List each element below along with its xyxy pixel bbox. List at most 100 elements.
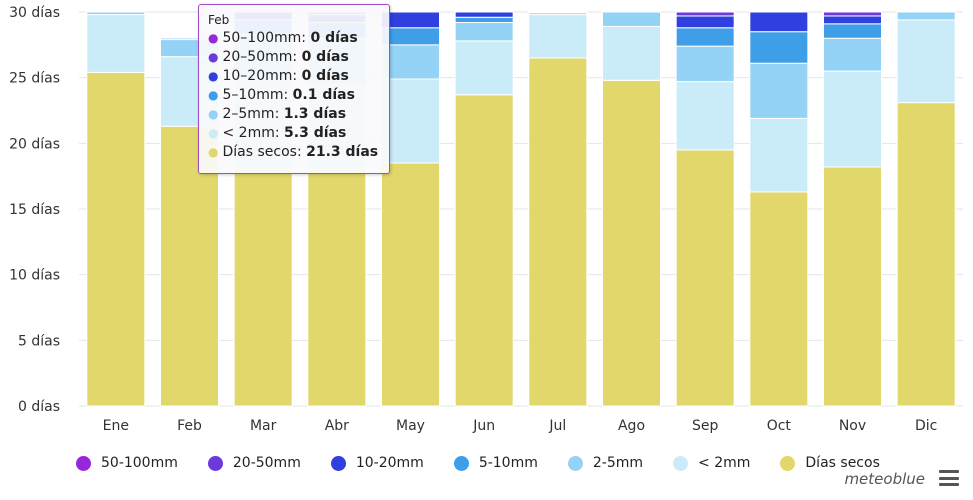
bar-segment[interactable] xyxy=(823,166,882,407)
tooltip-row-label: 20–50mm: xyxy=(222,49,302,65)
legend: 50-100mm 20-50mm 10-20mm 5-10mm 2-5mm < 2mm Dí… xyxy=(76,455,910,471)
x-tick-label: Nov xyxy=(839,418,866,434)
bar-segment[interactable] xyxy=(675,27,735,47)
bar-segment[interactable] xyxy=(86,14,146,73)
tooltip-row: ● 20–50mm: 0 días xyxy=(208,48,389,67)
tooltip-row-value: 1.3 días xyxy=(283,106,347,122)
bar-stack-jun[interactable] xyxy=(454,11,514,407)
x-tick-label: Abr xyxy=(325,418,349,434)
x-tick-label: Dic xyxy=(915,418,937,434)
bar-segment[interactable] xyxy=(896,19,956,104)
legend-item[interactable]: 10-20mm xyxy=(330,455,424,471)
tooltip-row-value: 5.3 días xyxy=(284,125,347,141)
tooltip-row-label: 5–10mm: xyxy=(222,87,293,103)
tooltip-row-value: 0 días xyxy=(301,49,349,65)
bar-segment[interactable] xyxy=(749,11,809,33)
bar-segment[interactable] xyxy=(528,57,588,407)
bar-segment[interactable] xyxy=(823,11,882,17)
tooltip-row: ● 5–10mm: 0.1 días xyxy=(208,86,389,105)
bar-segment[interactable] xyxy=(381,27,440,46)
bar-segment[interactable] xyxy=(675,45,735,83)
legend-dot-icon xyxy=(567,455,583,471)
legend-item[interactable]: < 2mm xyxy=(673,455,750,471)
tooltip-title: Feb xyxy=(208,13,230,27)
bar-segment[interactable] xyxy=(528,14,588,59)
bar-segment[interactable] xyxy=(749,62,809,119)
bar-segment[interactable] xyxy=(381,162,440,407)
bar-stack-ene[interactable] xyxy=(86,11,146,407)
tooltip-rows: ● 50–100mm: 0 días ● 20–50mm: 0 días ● 10–20m… xyxy=(199,29,389,162)
y-tick-label: 0 días xyxy=(18,399,60,415)
y-axis: 0 días 5 días 10 días 15 días 20 días 25 días… xyxy=(9,5,60,415)
bar-segment[interactable] xyxy=(675,11,735,17)
stacked-bar-chart: 0 días 5 días 10 días 15 días 20 días 25 días… xyxy=(9,5,963,434)
legend-label: 2-5mm xyxy=(592,455,644,471)
bar-segment[interactable] xyxy=(602,11,661,27)
x-tick-label: Jun xyxy=(472,418,495,434)
legend-dot-icon xyxy=(330,455,346,471)
bar-segment[interactable] xyxy=(454,16,514,24)
legend-item[interactable]: 5-10mm xyxy=(453,455,538,471)
x-tick-label: Ene xyxy=(103,418,129,434)
bar-segment[interactable] xyxy=(749,31,809,64)
bar-segment[interactable] xyxy=(528,11,588,14)
tooltip-row-label: Días secos: xyxy=(222,144,307,160)
tooltip-dot-icon: ● xyxy=(208,88,219,102)
legend-item[interactable]: 2-5mm xyxy=(567,455,644,471)
bar-segment[interactable] xyxy=(381,11,440,29)
bar-segment[interactable] xyxy=(823,70,882,168)
tooltip-row: ● Días secos: 21.3 días xyxy=(208,143,389,162)
legend-item[interactable]: Días secos xyxy=(780,455,880,471)
bar-segment[interactable] xyxy=(823,37,882,72)
legend-label: < 2mm xyxy=(698,455,751,471)
tooltip-row-label: 50–100mm: xyxy=(222,30,311,46)
y-tick-label: 30 días xyxy=(9,5,60,21)
y-tick-label: 20 días xyxy=(9,136,60,152)
legend-dot-icon xyxy=(76,455,91,471)
bar-segment[interactable] xyxy=(454,94,514,407)
bar-segment[interactable] xyxy=(823,23,882,39)
bar-segment[interactable] xyxy=(675,15,735,29)
bar-stack-sep[interactable] xyxy=(675,11,735,407)
bar-segment[interactable] xyxy=(307,169,367,407)
bar-segment[interactable] xyxy=(749,117,809,193)
tooltip-dot-icon: ● xyxy=(208,145,219,159)
hamburger-menu-icon[interactable] xyxy=(939,470,959,486)
y-tick-label: 10 días xyxy=(9,268,60,284)
bars xyxy=(86,11,956,407)
tooltip-row: ● 2–5mm: 1.3 días xyxy=(208,105,389,124)
bar-stack-oct[interactable] xyxy=(749,11,809,407)
bar-segment[interactable] xyxy=(896,102,956,407)
bar-segment[interactable] xyxy=(749,191,809,407)
meteoblue-brand[interactable]: meteoblue xyxy=(844,470,925,488)
bar-segment[interactable] xyxy=(454,11,514,18)
tooltip-row-value: 0 días xyxy=(310,30,358,46)
tooltip-row-value: 0 días xyxy=(301,68,349,84)
bar-segment[interactable] xyxy=(675,81,735,151)
bar-stack-dic[interactable] xyxy=(896,11,956,407)
x-tick-label: Feb xyxy=(177,418,202,434)
x-tick-label: Oct xyxy=(767,418,792,434)
bar-segment[interactable] xyxy=(454,40,514,96)
bar-stack-nov[interactable] xyxy=(823,11,882,407)
legend-label: 5-10mm xyxy=(478,455,538,471)
bar-segment[interactable] xyxy=(86,11,146,16)
legend-item[interactable]: 20-50mm xyxy=(207,455,301,471)
legend-item[interactable]: 50-100mm xyxy=(76,455,178,471)
bar-segment[interactable] xyxy=(381,44,440,80)
bar-segment[interactable] xyxy=(823,15,882,25)
bar-stack-may[interactable] xyxy=(381,11,440,407)
bar-segment[interactable] xyxy=(896,11,956,21)
bar-segment[interactable] xyxy=(602,79,661,407)
legend-dot-icon xyxy=(673,455,689,471)
bar-segment[interactable] xyxy=(381,78,440,164)
bar-segment[interactable] xyxy=(675,149,735,407)
bar-segment[interactable] xyxy=(602,25,661,81)
tooltip-row-value: 0.1 días xyxy=(292,87,355,103)
y-tick-label: 15 días xyxy=(9,202,60,218)
bar-segment[interactable] xyxy=(454,22,514,42)
bar-stack-ago[interactable] xyxy=(602,11,661,407)
bar-segment[interactable] xyxy=(233,169,293,407)
bar-segment[interactable] xyxy=(86,71,146,407)
bar-stack-jul[interactable] xyxy=(528,11,588,407)
